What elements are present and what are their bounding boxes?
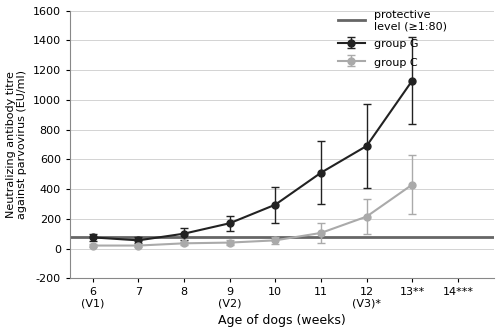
Y-axis label: Neutralizing antibody titre
against parvovirus (EU/ml): Neutralizing antibody titre against parv… (6, 70, 27, 219)
X-axis label: Age of dogs (weeks): Age of dogs (weeks) (218, 314, 346, 327)
Legend: protective
level (≥1:80), group G, group C: protective level (≥1:80), group G, group… (333, 5, 452, 72)
